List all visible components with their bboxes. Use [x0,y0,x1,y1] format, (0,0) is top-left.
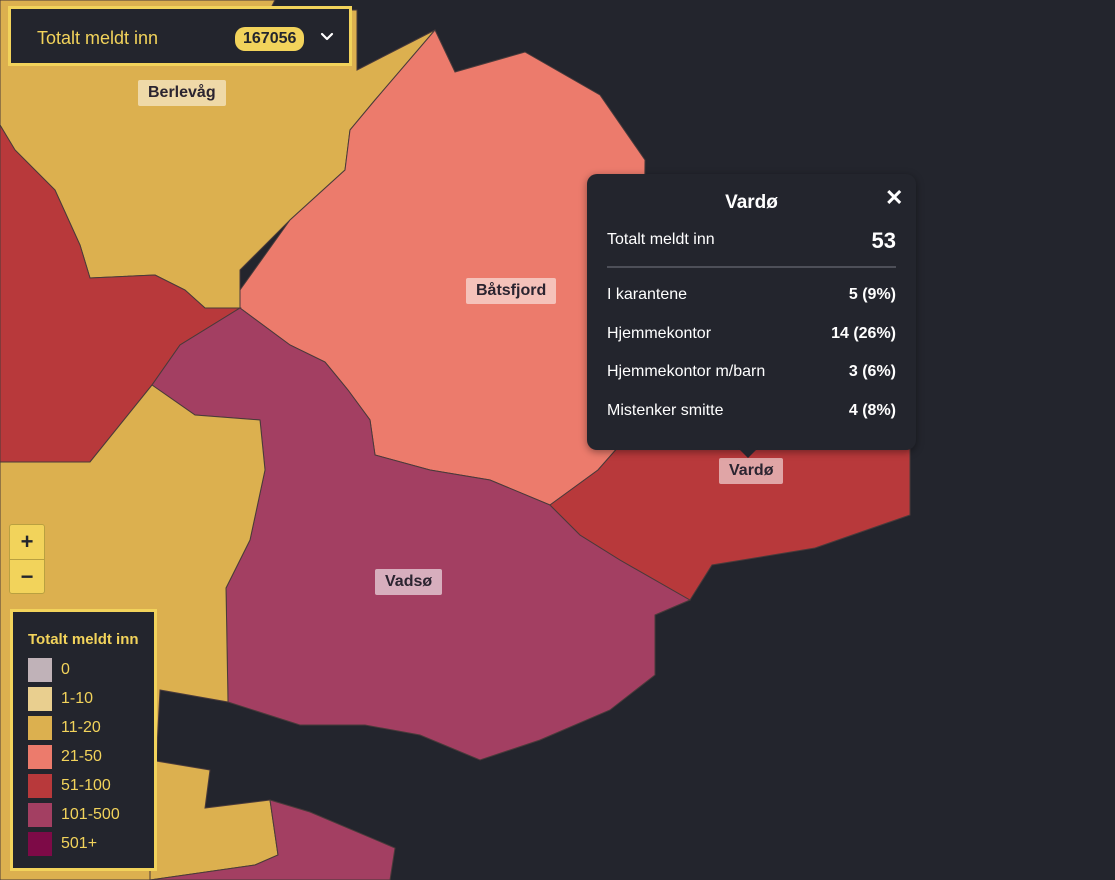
popup-row-label: Hjemmekontor [607,325,712,342]
legend-item: 0 [28,658,148,682]
popup-total-value: 53 [871,228,896,253]
legend-item: 51-100 [28,774,148,798]
popup-title: Vardø [725,192,778,213]
legend-item: 501+ [28,832,148,856]
legend-swatch [28,687,52,711]
legend-title: Totalt meldt inn [28,631,139,648]
legend-label: 51-100 [61,777,111,794]
popup-row: I karantene 5 (9%) [607,286,896,308]
legend-swatch [28,774,52,798]
popup-row-value: 14 (26%) [831,325,896,342]
popup-row: Hjemmekontor m/barn 3 (6%) [607,363,896,385]
zoom-in-button[interactable]: + [20,529,34,554]
chevron-down-icon[interactable] [317,26,337,46]
legend-label: 1-10 [61,690,94,707]
legend-swatch [28,745,52,769]
legend-label: 0 [61,661,70,678]
total-count-badge: 167056 [235,27,305,51]
popup-divider [607,266,896,268]
legend-item: 11-20 [28,716,148,740]
popup-row-value: 3 (6%) [848,363,896,380]
region-south-purple[interactable] [149,799,396,880]
popup-row-label: Mistenker smitte [607,402,724,419]
popup-total-label: Totalt meldt inn [607,231,715,248]
popup-row-value: 4 (8%) [848,402,896,419]
map-label-berlevag[interactable]: Berlevåg [138,80,226,106]
legend-label: 21-50 [61,748,102,765]
popup-row-label: Hjemmekontor m/barn [607,363,766,380]
legend-swatch [28,658,52,682]
metric-selector-title: Totalt meldt inn [37,28,159,48]
legend-label: 101-500 [61,806,120,823]
legend-item: 1-10 [28,687,148,711]
metric-selector[interactable]: Totalt meldt inn 167056 [8,6,352,66]
popup-pointer [738,448,758,458]
legend-item: 101-500 [28,803,148,827]
popup-row-label: I karantene [607,286,688,303]
zoom-out-button[interactable]: − [20,564,34,589]
popup-row-value: 5 (9%) [848,286,896,303]
legend-swatch [28,832,52,856]
legend-label: 501+ [61,835,98,852]
map-label-vardo[interactable]: Vardø [719,458,784,484]
close-icon[interactable]: ✕ [885,185,904,210]
zoom-divider [10,559,44,560]
legend-swatch [28,803,52,827]
legend-swatch [28,716,52,740]
popup-row: Hjemmekontor 14 (26%) [607,325,896,347]
zoom-control: + − [9,524,45,594]
legend: Totalt meldt inn 0 1-10 11-20 21-50 51-1… [10,609,157,871]
map-label-vadso[interactable]: Vadsø [375,569,443,595]
legend-item: 21-50 [28,745,148,769]
legend-label: 11-20 [61,719,101,736]
info-popup: Vardø ✕ Totalt meldt inn 53 I karantene … [587,174,916,458]
popup-row: Mistenker smitte 4 (8%) [607,402,896,424]
map-label-batsfjord[interactable]: Båtsfjord [466,278,557,304]
